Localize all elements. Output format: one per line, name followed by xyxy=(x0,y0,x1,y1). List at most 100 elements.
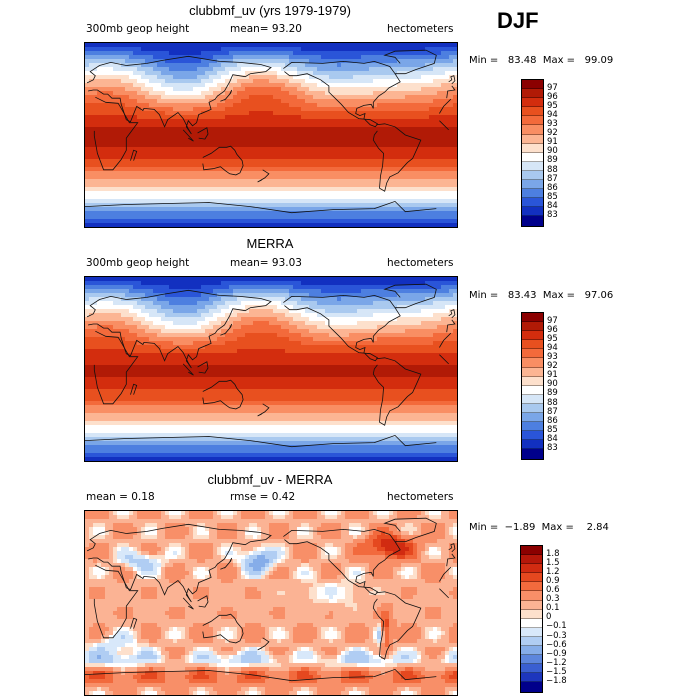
panel-2-units: hectometers xyxy=(387,257,454,269)
coastline xyxy=(383,283,437,309)
colorbar-swatch xyxy=(521,564,542,574)
coastline xyxy=(202,145,244,176)
colorbar-swatch xyxy=(522,376,543,386)
colorbar-label: −1.8 xyxy=(546,676,567,686)
colorbar-label: 88 xyxy=(547,164,558,175)
colorbar-label: 96 xyxy=(547,91,558,102)
colorbar-swatch xyxy=(521,627,542,637)
coastline xyxy=(283,60,401,128)
coastlines xyxy=(85,283,456,448)
coastline xyxy=(257,169,270,183)
coastline xyxy=(86,289,456,369)
panel-2-variable-label: 300mb geop height xyxy=(86,257,190,269)
colorbar-swatch xyxy=(521,673,542,683)
coastline xyxy=(448,75,456,85)
coastline xyxy=(182,597,194,610)
colorbar-label: 1.8 xyxy=(546,548,560,559)
coastline xyxy=(283,294,401,362)
colorbar-swatch xyxy=(522,367,543,377)
coastline xyxy=(85,434,437,448)
colorbar-swatch xyxy=(522,180,543,190)
colorbar-swatch xyxy=(522,89,543,99)
coastline xyxy=(283,528,401,596)
colorbar-label: 87 xyxy=(547,173,558,184)
coastline xyxy=(86,55,456,135)
colorbar-swatches xyxy=(521,79,544,227)
panel-3-units: hectometers xyxy=(387,491,454,503)
coastline xyxy=(372,123,422,192)
colorbar-swatch xyxy=(522,107,543,117)
panel-2-mean: mean= 93.03 xyxy=(230,257,302,269)
field-shading xyxy=(85,277,457,461)
coastline xyxy=(93,564,452,639)
coastline xyxy=(202,379,244,410)
coastline xyxy=(372,591,422,660)
coastline xyxy=(448,309,456,319)
panel-2-title: MERRA xyxy=(246,236,294,251)
colorbar-swatch xyxy=(522,152,543,162)
colorbar-label: 87 xyxy=(547,406,558,417)
colorbar-swatch xyxy=(522,331,543,341)
colorbar-swatch xyxy=(522,134,543,144)
coastline xyxy=(86,523,456,603)
coastline xyxy=(130,149,138,161)
panel-1-mean: mean= 93.20 xyxy=(230,23,302,35)
field-shading xyxy=(85,511,457,695)
panel-3-colorbar: 1.8 1.5 1.2 0.9 0.6 0.3 0.1 0 −0.1 −0.3 −0.6 −0.9 −1… xyxy=(517,545,591,693)
colorbar-label: 95 xyxy=(547,333,558,344)
colorbar-label: −1.2 xyxy=(546,657,567,668)
colorbar-label: 97 xyxy=(547,315,558,326)
colorbar-label: 85 xyxy=(547,424,558,435)
colorbar-swatch xyxy=(521,646,542,656)
colorbar-label: 92 xyxy=(547,128,558,139)
colorbar-label: 95 xyxy=(547,100,558,111)
colorbar-label: 94 xyxy=(547,109,558,120)
colorbar-label: 0.6 xyxy=(546,585,560,595)
colorbar-swatch xyxy=(521,618,542,628)
colorbar-swatch xyxy=(522,170,543,181)
colorbar-swatch xyxy=(522,349,543,359)
coastline xyxy=(182,129,194,142)
coastline xyxy=(220,89,233,102)
colorbar-label: 1.5 xyxy=(546,557,560,568)
season-label: DJF xyxy=(497,8,539,33)
colorbar-label: 86 xyxy=(547,182,558,193)
colorbar-label: 91 xyxy=(547,137,558,148)
colorbar-label: 0.1 xyxy=(546,603,560,614)
colorbar-swatch xyxy=(522,98,543,108)
colorbar-label: −0.3 xyxy=(546,630,567,641)
colorbar-swatch xyxy=(521,582,542,592)
colorbar-swatch xyxy=(522,340,543,350)
field-shading xyxy=(85,43,457,227)
coastline xyxy=(197,595,209,608)
coastline xyxy=(85,200,437,214)
coastline xyxy=(85,668,437,682)
colorbar-label: 97 xyxy=(547,82,558,93)
panel-3-mean: mean = 0.18 xyxy=(86,491,155,503)
panel-1-minmax: Min = 83.48 Max = 99.09 xyxy=(469,55,614,66)
colorbar-swatch xyxy=(521,555,542,565)
coastline xyxy=(448,543,456,553)
colorbar-label: 0.3 xyxy=(546,594,560,605)
colorbar-swatches xyxy=(521,312,544,460)
coastline xyxy=(383,49,437,75)
coastline xyxy=(197,127,209,140)
colorbar-swatch xyxy=(521,573,542,583)
colorbar-label: 90 xyxy=(547,146,558,157)
colorbar-swatch xyxy=(522,189,543,199)
coastline xyxy=(372,357,422,426)
colorbar-swatch xyxy=(522,413,543,423)
colorbar-label: 0 xyxy=(546,612,552,623)
coastline xyxy=(197,361,209,374)
coastline xyxy=(93,96,452,171)
colorbar-label: 93 xyxy=(547,119,558,129)
colorbar-swatch xyxy=(521,600,542,610)
colorbar-swatch xyxy=(522,385,543,395)
coastline xyxy=(202,613,244,644)
colorbar-label: 89 xyxy=(547,388,558,399)
colorbar-label: 83 xyxy=(547,443,558,453)
colorbar-swatch xyxy=(522,125,543,135)
coastlines xyxy=(85,49,456,214)
colorbar-label: −0.9 xyxy=(546,648,567,659)
colorbar-label: 84 xyxy=(547,200,558,211)
